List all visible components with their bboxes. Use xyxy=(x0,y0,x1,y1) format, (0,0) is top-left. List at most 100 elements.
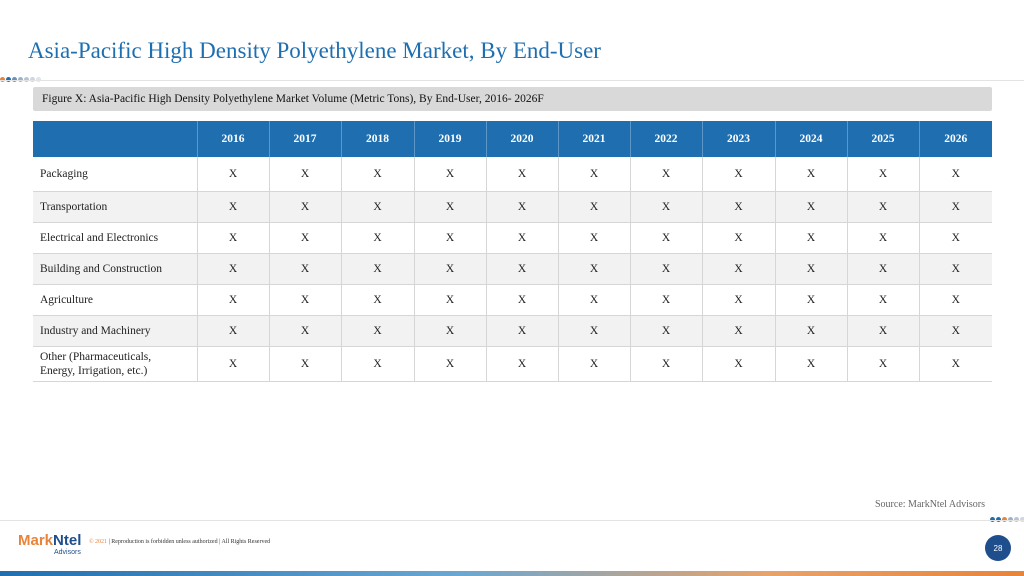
table-cell: X xyxy=(486,157,559,192)
table-cell: X xyxy=(269,315,342,347)
table-cell: X xyxy=(269,191,342,223)
table-cell: X xyxy=(341,191,415,223)
table-cell: X xyxy=(919,253,992,285)
table-cell: X xyxy=(414,315,487,347)
table-cell: X xyxy=(630,157,703,192)
row-label: Other (Pharmaceuticals, Energy, Irrigatio… xyxy=(33,346,198,382)
row-label: Electrical and Electronics xyxy=(33,222,198,254)
table-cell: X xyxy=(702,191,776,223)
table-cell: X xyxy=(414,346,487,382)
row-label-line: Energy, Irrigation, etc.) xyxy=(40,364,148,377)
decorative-dot xyxy=(1014,517,1019,522)
page-title: Asia-Pacific High Density Polyethylene M… xyxy=(28,38,601,63)
table-cell: X xyxy=(847,157,920,192)
table-cell: X xyxy=(847,222,920,254)
table-cell: X xyxy=(197,315,270,347)
decorative-dots xyxy=(0,77,41,82)
table-row: Industry and Machinery X X X X X X X X X… xyxy=(33,315,992,347)
table-cell: X xyxy=(341,157,415,192)
page-number: 28 xyxy=(985,535,1011,561)
source-note: Source: MarkNtel Advisors xyxy=(875,499,985,510)
table-cell: X xyxy=(269,222,342,254)
table-cell: X xyxy=(702,315,776,347)
table-cell: X xyxy=(414,253,487,285)
decorative-dot xyxy=(12,77,17,82)
column-header: 2021 xyxy=(558,121,631,157)
decorative-dot xyxy=(1020,517,1024,522)
column-header: 2017 xyxy=(269,121,342,157)
table-cell: X xyxy=(702,157,776,192)
table-cell: X xyxy=(486,346,559,382)
column-header: 2025 xyxy=(847,121,920,157)
table-cell: X xyxy=(486,222,559,254)
table-cell: X xyxy=(775,253,848,285)
logo-mark-text: Mark xyxy=(18,532,54,549)
table-cell: X xyxy=(775,191,848,223)
table-cell: X xyxy=(919,222,992,254)
table-cell: X xyxy=(630,315,703,347)
column-header: 2026 xyxy=(919,121,992,157)
table-cell: X xyxy=(775,157,848,192)
copyright-text: | Reproduction is forbidden unless autho… xyxy=(107,539,271,545)
column-header: 2022 xyxy=(630,121,703,157)
row-label: Industry and Machinery xyxy=(33,315,198,347)
row-label: Transportation xyxy=(33,191,198,223)
table-row: Other (Pharmaceuticals, Energy, Irrigatio… xyxy=(33,346,992,382)
table-cell: X xyxy=(919,346,992,382)
column-header: 2023 xyxy=(702,121,776,157)
decorative-dot xyxy=(996,517,1001,522)
decorative-dot xyxy=(18,77,23,82)
copyright-notice: © 2021 | Reproduction is forbidden unles… xyxy=(89,539,270,545)
table-cell: X xyxy=(269,157,342,192)
table-cell: X xyxy=(341,315,415,347)
table-cell: X xyxy=(558,157,631,192)
row-label-line: Other (Pharmaceuticals, xyxy=(40,350,152,363)
decorative-dot xyxy=(36,77,41,82)
table-cell: X xyxy=(341,284,415,316)
column-header: 2020 xyxy=(486,121,559,157)
row-label: Building and Construction xyxy=(33,253,198,285)
figure-caption: Figure X: Asia-Pacific High Density Poly… xyxy=(42,93,544,105)
table-cell: X xyxy=(197,253,270,285)
table-cell: X xyxy=(775,222,848,254)
decorative-dot xyxy=(6,77,11,82)
column-header: 2019 xyxy=(414,121,487,157)
table-cell: X xyxy=(847,284,920,316)
decorative-dot xyxy=(1008,517,1013,522)
table-cell: X xyxy=(197,222,270,254)
table-cell: X xyxy=(558,222,631,254)
column-header: 2024 xyxy=(775,121,848,157)
column-header xyxy=(33,121,198,157)
table-cell: X xyxy=(486,284,559,316)
column-header: 2018 xyxy=(341,121,415,157)
table-row: Packaging X X X X X X X X X X X xyxy=(33,157,992,192)
table-cell: X xyxy=(414,191,487,223)
table-cell: X xyxy=(197,346,270,382)
row-label: Packaging xyxy=(33,157,198,192)
table-cell: X xyxy=(558,346,631,382)
table-cell: X xyxy=(269,253,342,285)
table-cell: X xyxy=(775,315,848,347)
table-header-row: 2016 2017 2018 2019 2020 2021 2022 2023 … xyxy=(33,121,992,157)
table-cell: X xyxy=(630,191,703,223)
table-cell: X xyxy=(702,284,776,316)
decorative-dot xyxy=(0,77,5,82)
table-row: Building and Construction X X X X X X X … xyxy=(33,253,992,285)
table-cell: X xyxy=(558,315,631,347)
table-cell: X xyxy=(775,284,848,316)
logo-ntel-text: Ntel xyxy=(53,532,82,549)
table-row: Agriculture X X X X X X X X X X X xyxy=(33,284,992,316)
decorative-dot xyxy=(24,77,29,82)
table-cell: X xyxy=(630,222,703,254)
table-cell: X xyxy=(630,284,703,316)
table-row: Transportation X X X X X X X X X X X xyxy=(33,191,992,223)
figure-caption-box: Figure X: Asia-Pacific High Density Poly… xyxy=(33,87,992,111)
table-cell: X xyxy=(269,346,342,382)
table-cell: X xyxy=(486,253,559,285)
decorative-dot xyxy=(990,517,995,522)
title-divider xyxy=(0,80,1024,81)
decorative-dot xyxy=(30,77,35,82)
table-cell: X xyxy=(919,315,992,347)
table-cell: X xyxy=(919,157,992,192)
table-cell: X xyxy=(197,191,270,223)
